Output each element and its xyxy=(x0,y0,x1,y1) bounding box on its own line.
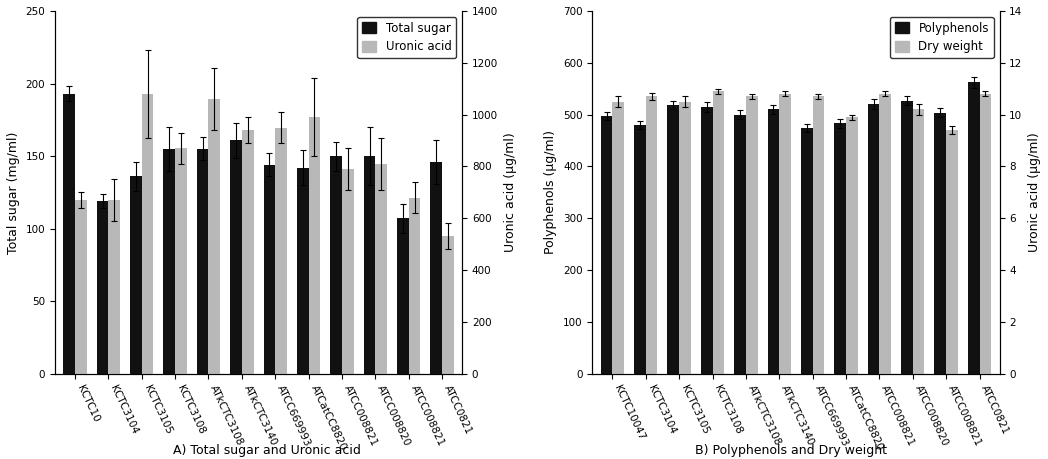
Bar xyxy=(263,165,276,374)
Bar xyxy=(601,116,612,374)
Bar xyxy=(801,128,812,374)
Bar xyxy=(197,149,209,374)
Bar xyxy=(297,168,308,374)
Bar xyxy=(242,130,254,374)
Bar xyxy=(946,130,958,374)
Bar xyxy=(130,176,141,374)
Bar xyxy=(442,236,454,374)
Y-axis label: Uronic acid (μg/ml): Uronic acid (μg/ml) xyxy=(504,133,517,252)
Bar xyxy=(231,140,242,374)
Bar xyxy=(935,112,946,374)
Bar xyxy=(409,197,420,374)
Bar xyxy=(746,96,758,374)
Bar xyxy=(701,107,713,374)
Bar xyxy=(612,101,624,374)
Bar xyxy=(713,91,724,374)
Bar xyxy=(108,200,121,374)
Bar xyxy=(834,123,846,374)
Legend: Polyphenols, Dry weight: Polyphenols, Dry weight xyxy=(890,17,994,58)
Bar xyxy=(879,94,891,374)
Text: B) Polyphenols and Dry weight: B) Polyphenols and Dry weight xyxy=(695,444,888,458)
Bar xyxy=(163,149,175,374)
Bar xyxy=(63,94,75,374)
Bar xyxy=(913,109,924,374)
Legend: Total sugar, Uronic acid: Total sugar, Uronic acid xyxy=(357,17,456,58)
Bar xyxy=(812,96,825,374)
Bar xyxy=(141,94,153,374)
Bar xyxy=(646,96,657,374)
Y-axis label: Polyphenols (μg/ml): Polyphenols (μg/ml) xyxy=(545,130,558,254)
Bar xyxy=(980,94,991,374)
Bar xyxy=(679,101,691,374)
Bar xyxy=(967,83,980,374)
Bar xyxy=(668,105,679,374)
Bar xyxy=(735,115,746,374)
Bar xyxy=(375,164,387,374)
Bar xyxy=(175,148,187,374)
Bar xyxy=(330,156,342,374)
Bar xyxy=(868,104,879,374)
Bar xyxy=(431,162,442,374)
Bar xyxy=(209,99,220,374)
Bar xyxy=(96,201,108,374)
Y-axis label: Total sugar (mg/ml): Total sugar (mg/ml) xyxy=(7,131,20,253)
Bar xyxy=(846,117,857,374)
Bar xyxy=(75,200,87,374)
Bar xyxy=(634,125,646,374)
Bar xyxy=(901,101,913,374)
Text: A) Total sugar and Uronic acid: A) Total sugar and Uronic acid xyxy=(173,444,362,458)
Bar xyxy=(276,128,287,374)
Bar xyxy=(767,109,780,374)
Y-axis label: Uronic acid (μg/ml): Uronic acid (μg/ml) xyxy=(1028,133,1041,252)
Bar xyxy=(342,169,353,374)
Bar xyxy=(308,117,321,374)
Bar xyxy=(397,218,409,374)
Bar xyxy=(780,94,791,374)
Bar xyxy=(364,156,375,374)
